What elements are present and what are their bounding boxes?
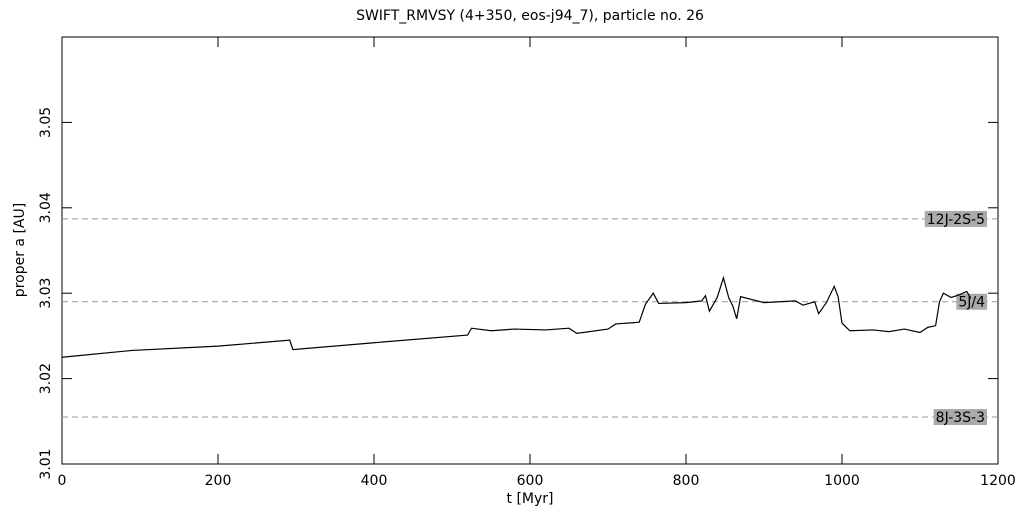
y-tick-label: 3.03 [38,278,54,309]
y-axis-label: proper a [AU] [12,203,28,297]
resonance-label-box [933,409,987,426]
y-tick-label: 3.05 [38,107,54,138]
x-tick-label: 1000 [824,473,860,489]
plot-frame [61,36,999,465]
y-tick-label: 3.02 [38,363,54,394]
resonance-label: 12J-2S-5 [927,212,985,228]
x-tick-label: 200 [205,473,232,489]
x-tick-label: 0 [58,473,67,489]
x-tick-label: 400 [361,473,388,489]
resonance-label-box [956,293,988,310]
y-tick-label: 3.01 [38,448,54,479]
resonance-label: 5J/4 [958,295,985,311]
data-line [61,275,972,358]
resonance-label: 8J-3S-3 [936,410,985,426]
resonance-label-box [924,210,987,227]
y-tick-label: 3.04 [38,192,54,223]
chart-title: SWIFT_RMVSY (4+350, eos-j94_7), particle… [356,8,704,24]
x-axis-label: t [Myr] [507,491,554,507]
x-tick-label: 800 [673,473,700,489]
x-tick-label: 600 [517,473,544,489]
x-tick-label: 1200 [980,473,1016,489]
